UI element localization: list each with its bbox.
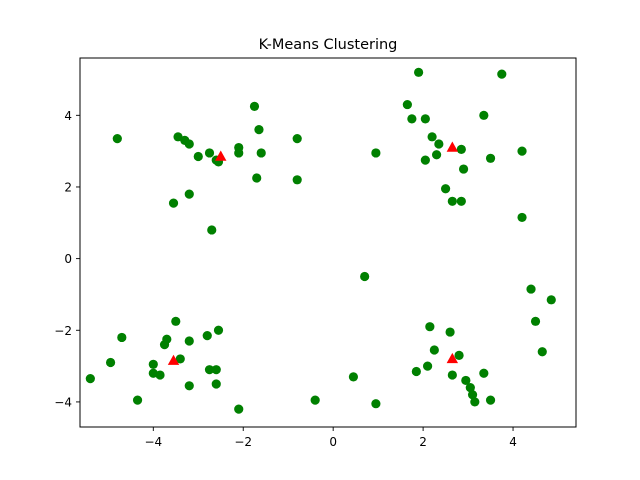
data-point — [497, 69, 507, 79]
data-point — [256, 148, 266, 158]
y-tick-label: 4 — [64, 109, 72, 123]
data-point — [254, 125, 264, 135]
data-point — [537, 347, 547, 357]
data-point — [148, 359, 158, 369]
data-point — [173, 132, 183, 142]
y-tick-label: −2 — [54, 324, 72, 338]
points-series — [85, 67, 556, 414]
data-point — [348, 372, 359, 382]
plot-area — [85, 67, 556, 414]
data-point — [479, 110, 489, 120]
y-tick-label: −4 — [54, 395, 72, 409]
data-point — [175, 354, 185, 364]
data-point — [310, 395, 320, 405]
y-tick-label: 2 — [64, 180, 72, 194]
data-point — [485, 395, 496, 405]
data-point — [479, 368, 489, 378]
y-tick-label: 0 — [64, 252, 72, 266]
data-point — [211, 365, 221, 375]
data-point — [456, 144, 466, 154]
data-point — [162, 334, 172, 344]
data-point — [211, 379, 221, 389]
data-point — [414, 67, 424, 77]
centroid-marker — [167, 354, 180, 365]
data-point — [411, 366, 421, 377]
data-point — [132, 395, 143, 405]
data-point — [432, 150, 442, 160]
data-point — [425, 322, 435, 332]
centroid-marker — [446, 352, 459, 364]
data-point — [526, 284, 536, 294]
data-point — [461, 375, 471, 386]
data-point — [85, 374, 95, 384]
data-point — [184, 381, 194, 391]
data-point — [204, 148, 215, 158]
data-point — [112, 134, 122, 144]
x-tick-label: 0 — [329, 435, 337, 449]
centroids-series — [167, 141, 459, 365]
data-point — [202, 331, 212, 341]
data-point — [546, 295, 556, 305]
data-point — [360, 271, 370, 282]
data-point — [447, 196, 457, 206]
data-point — [423, 361, 433, 371]
data-point — [427, 132, 437, 142]
data-point — [204, 365, 215, 375]
data-point — [213, 325, 224, 335]
data-point — [447, 370, 457, 380]
data-point — [371, 399, 381, 409]
x-tick-label: 2 — [419, 435, 427, 449]
data-point — [184, 336, 194, 346]
data-point — [292, 134, 302, 144]
data-point — [105, 357, 116, 368]
data-point — [184, 139, 194, 149]
chart-title: K-Means Clustering — [259, 37, 398, 53]
data-point — [402, 99, 412, 110]
data-point — [485, 153, 496, 163]
data-point — [440, 184, 451, 194]
data-point — [420, 114, 430, 124]
data-point — [456, 196, 466, 206]
data-point — [234, 148, 244, 158]
data-point — [249, 101, 260, 111]
axes: −4 −2 0 2 4 −4 −2 0 2 4 — [54, 57, 577, 449]
x-tick-label: −2 — [234, 435, 252, 449]
centroid-marker — [446, 141, 459, 152]
x-tick-label: −4 — [144, 435, 162, 449]
data-point — [184, 189, 194, 199]
data-point — [234, 404, 244, 414]
data-point — [517, 146, 527, 156]
data-point — [171, 316, 181, 326]
data-point — [407, 114, 417, 124]
data-point — [467, 390, 478, 400]
data-point — [470, 397, 480, 407]
centroid-marker — [215, 150, 227, 161]
data-point — [117, 332, 127, 343]
data-point — [454, 350, 464, 360]
x-tick-label: 4 — [509, 435, 517, 449]
axes-frame — [79, 57, 577, 428]
data-point — [445, 327, 455, 337]
data-point — [193, 151, 203, 162]
data-point — [168, 198, 179, 208]
data-point — [155, 370, 165, 380]
data-point — [252, 173, 262, 183]
data-point — [292, 175, 302, 185]
data-point — [434, 139, 444, 149]
data-point — [207, 225, 217, 235]
data-point — [420, 155, 430, 165]
data-point — [530, 316, 541, 326]
data-point — [465, 382, 475, 393]
data-point — [429, 345, 439, 355]
data-point — [371, 148, 381, 158]
data-point — [458, 164, 469, 174]
data-point — [517, 212, 527, 223]
